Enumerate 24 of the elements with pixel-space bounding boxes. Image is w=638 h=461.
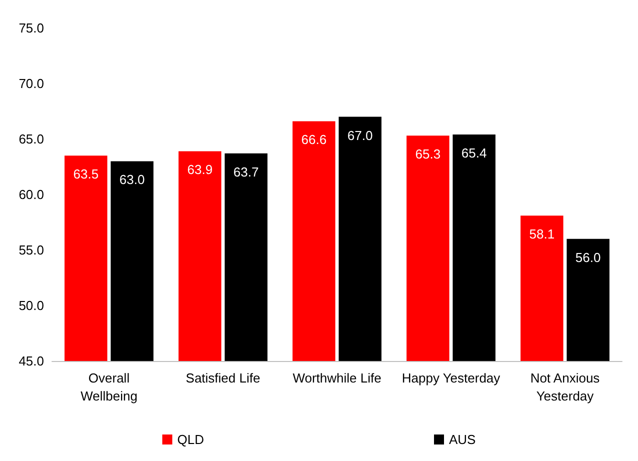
data-label: 67.0 xyxy=(347,128,373,143)
y-tick-label: 65.0 xyxy=(18,132,44,146)
data-label: 63.7 xyxy=(233,164,259,180)
x-tick-label: Happy Yesterday xyxy=(402,370,501,386)
data-label: 56.0 xyxy=(575,250,601,265)
legend-label: QLD xyxy=(177,432,204,447)
x-tick-label: Overall Wellbeing xyxy=(80,370,138,404)
data-label: 58.1 xyxy=(529,226,555,242)
data-label: 63.9 xyxy=(187,162,213,178)
y-tick-label: 75.0 xyxy=(18,20,44,36)
legend-label: AUS xyxy=(449,432,476,447)
y-tick-label: 70.0 xyxy=(18,76,44,91)
data-label: 65.4 xyxy=(461,146,487,161)
data-label: 63.5 xyxy=(73,166,99,182)
y-tick-label: 45.0 xyxy=(18,354,44,368)
data-label: 65.3 xyxy=(415,146,441,162)
x-tick-label: Satisfied Life xyxy=(186,370,260,386)
data-label: 63.0 xyxy=(119,172,145,188)
y-tick-label: 55.0 xyxy=(18,242,44,258)
data-label: 66.6 xyxy=(301,132,327,148)
x-tick-label: Not Anxious Yesterday xyxy=(530,370,600,404)
y-tick-label: 60.0 xyxy=(18,187,44,202)
x-tick-label: Worthwhile Life xyxy=(292,370,382,386)
y-tick-label: 50.0 xyxy=(18,298,44,313)
